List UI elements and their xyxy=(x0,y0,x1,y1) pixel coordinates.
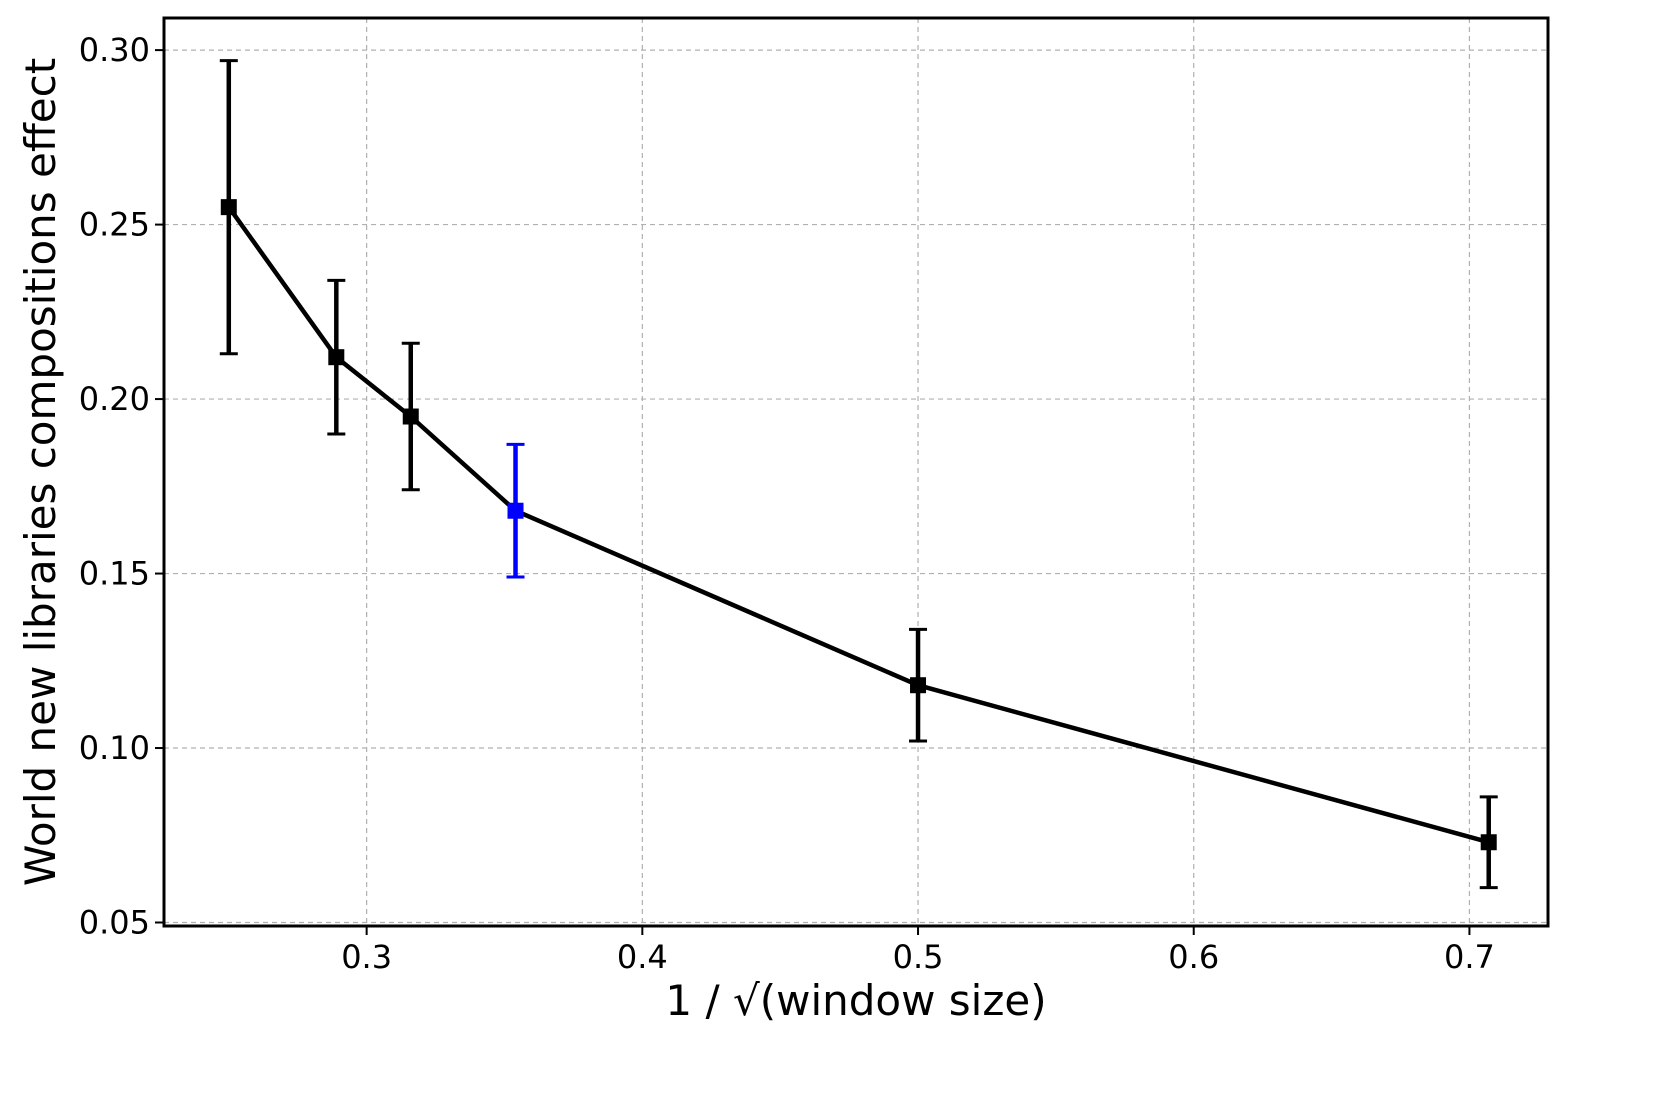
data-point-marker xyxy=(220,199,237,216)
data-point-marker xyxy=(910,677,927,694)
x-tick-label: 0.5 xyxy=(893,938,944,976)
series-line-layer xyxy=(226,205,1490,845)
data-point-marker xyxy=(402,408,419,425)
y-tick-label: 0.10 xyxy=(79,729,150,767)
y-tick-label: 0.05 xyxy=(79,904,150,942)
x-tick-label: 0.3 xyxy=(341,938,392,976)
y-tick-label: 0.15 xyxy=(79,555,150,593)
data-point-marker xyxy=(328,349,345,366)
series-line xyxy=(226,205,1490,845)
y-tick-label: 0.30 xyxy=(79,31,150,69)
plot-frame xyxy=(162,16,1550,928)
tick-layer: 0.3 0.4 0.5 0.6 0.7 0.05 0.10 0.15 0.20 0.25 0.30 xyxy=(79,31,1495,976)
x-tick-label: 0.6 xyxy=(1168,938,1219,976)
x-tick-label: 0.4 xyxy=(617,938,668,976)
grid-layer xyxy=(164,18,1548,926)
y-axis-label: World new libraries compositions effect xyxy=(16,58,65,886)
y-tick-label: 0.25 xyxy=(79,206,150,244)
data-point-marker xyxy=(507,502,524,519)
marker-layer xyxy=(220,199,1497,851)
x-tick-label: 0.7 xyxy=(1444,938,1495,976)
data-point-marker xyxy=(1480,834,1497,851)
y-tick-label: 0.20 xyxy=(79,380,150,418)
x-axis-label: 1 / √(window size) xyxy=(665,976,1046,1025)
